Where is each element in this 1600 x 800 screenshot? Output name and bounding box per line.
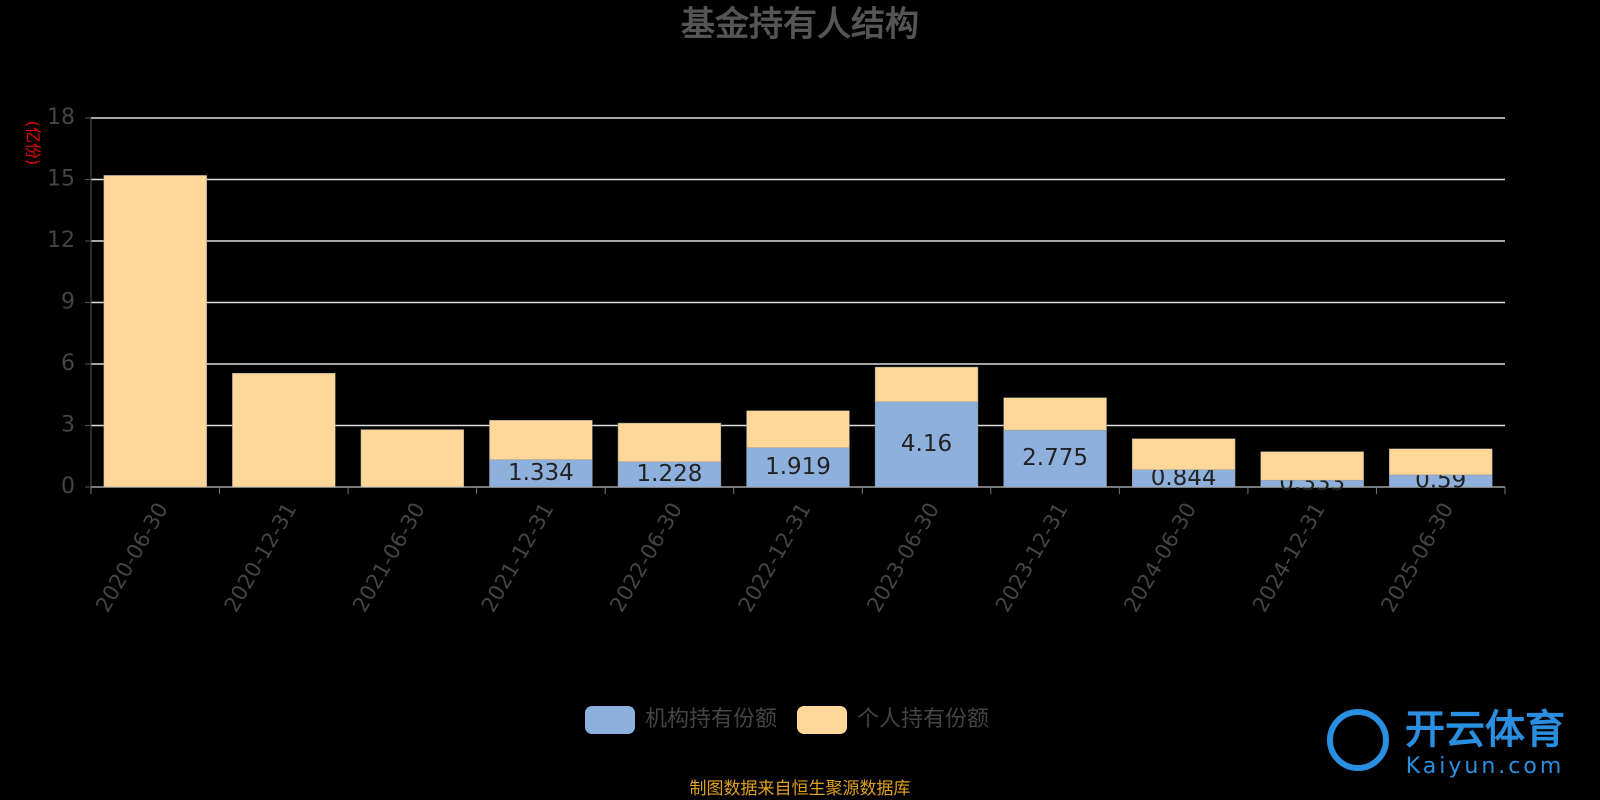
x-tick-label: 2021-06-30: [348, 499, 430, 617]
x-tick-label: 2020-12-31: [220, 499, 302, 617]
bar-segment: [103, 175, 207, 488]
y-tick-label: 0: [61, 474, 75, 499]
bar-segment: [1389, 448, 1493, 476]
x-tick-label: 2021-12-31: [477, 499, 559, 617]
legend-label: 个人持有份额: [857, 707, 989, 732]
y-tick-label: 15: [47, 167, 75, 192]
legend-swatch: [797, 706, 848, 734]
legend-label: 机构持有份额: [645, 707, 777, 732]
bar-segment: [232, 372, 336, 488]
x-tick-label: 2020-06-30: [91, 499, 173, 617]
watermark-logo: [1327, 709, 1389, 771]
bar-segment: [874, 366, 979, 402]
legend-swatch: [585, 706, 635, 734]
x-tick-label: 2025-06-30: [1376, 499, 1458, 617]
watermark-brand: 开云体育: [1405, 707, 1565, 753]
x-tick-label: 2022-06-30: [605, 499, 687, 617]
source-note: 制图数据来自恒生聚源数据库: [690, 779, 911, 799]
bar-segment: [360, 429, 465, 488]
y-tick-label: 3: [61, 413, 75, 438]
x-tick-label: 2024-12-31: [1248, 499, 1330, 617]
chart-title: 基金持有人结构: [681, 5, 919, 45]
bar-segment: [874, 401, 979, 488]
data-label: 1.334: [508, 460, 574, 486]
bar-segment: [1260, 451, 1364, 481]
bar-segment: [1003, 397, 1107, 431]
data-label: 1.228: [637, 461, 703, 487]
bar-segment: [1003, 429, 1107, 488]
y-tick-label: 18: [47, 105, 75, 130]
y-tick-label: 12: [47, 228, 75, 253]
bar-segment: [489, 420, 593, 460]
y-tick-label: 6: [61, 351, 75, 376]
data-label: 2.775: [1022, 445, 1088, 471]
x-tick-label: 2023-06-30: [862, 498, 944, 616]
bar-segment: [489, 459, 593, 488]
watermark-url: Kaiyun.com: [1406, 754, 1565, 779]
data-label: 1.919: [765, 454, 831, 480]
bar-segment: [617, 461, 722, 488]
y-tick-label: 9: [61, 290, 75, 315]
x-tick-label: 2022-12-31: [734, 499, 816, 617]
x-tick-label: 2023-12-31: [991, 499, 1073, 617]
x-tick-label: 2024-06-30: [1119, 499, 1201, 617]
bar-segment: [746, 447, 850, 488]
y-axis-label: (亿份): [24, 121, 43, 166]
data-label: 4.16: [901, 431, 952, 457]
bar-segment: [1131, 438, 1236, 470]
bar-segment: [746, 410, 850, 448]
bar-segment: [617, 422, 722, 463]
